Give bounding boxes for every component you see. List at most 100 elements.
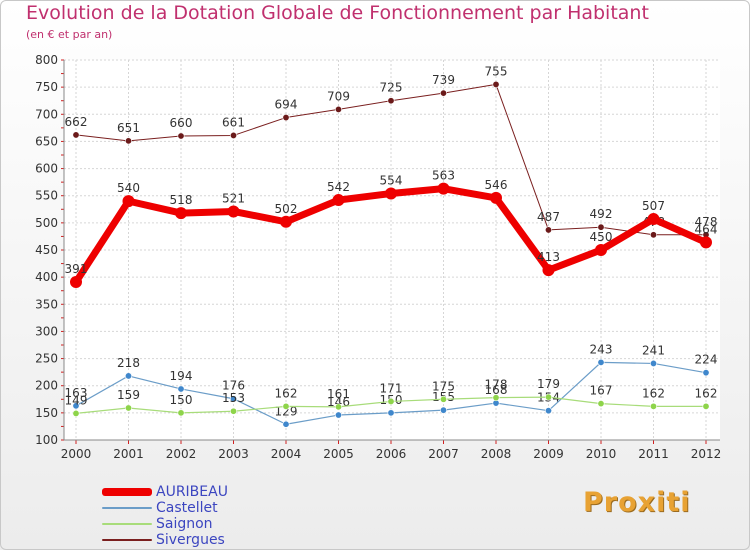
legend-label: Castellet: [156, 500, 218, 516]
data-label-auribeau: 546: [485, 178, 508, 192]
data-label-auribeau: 507: [642, 199, 665, 213]
data-point-castellet: [282, 420, 290, 428]
data-point-saignon: [72, 409, 80, 417]
data-point-auribeau: [490, 191, 502, 204]
data-point-saignon: [125, 404, 133, 412]
y-tick-label: 150: [35, 406, 58, 420]
x-tick-label: 2005: [323, 447, 354, 461]
data-point-castellet: [702, 369, 710, 377]
legend-swatch: [102, 507, 152, 509]
y-tick-label: 400: [35, 270, 58, 284]
legend-label: AURIBEAU: [156, 484, 228, 500]
y-tick-label: 350: [35, 297, 58, 311]
data-point-auribeau: [70, 276, 82, 289]
legend-label: Sivergues: [156, 532, 225, 548]
chart-title: Evolution de la Dotation Globale de Fonc…: [26, 2, 649, 24]
y-tick-label: 100: [35, 433, 58, 447]
data-point-saignon: [387, 397, 395, 405]
data-label-saignon: 179: [537, 377, 560, 391]
data-point-auribeau: [542, 264, 555, 277]
data-point-castellet: [230, 395, 238, 403]
data-point-saignon: [544, 393, 552, 401]
data-label-saignon: 153: [222, 391, 245, 405]
data-label-auribeau: 521: [222, 191, 245, 205]
data-label-sivergues: 662: [65, 115, 88, 129]
data-point-sivergues: [334, 105, 342, 113]
data-label-saignon: 178: [485, 378, 508, 392]
y-tick-label: 750: [35, 80, 58, 94]
data-label-castellet: 224: [695, 353, 718, 367]
data-label-auribeau: 518: [170, 193, 193, 207]
data-point-auribeau: [385, 187, 397, 200]
data-label-saignon: 162: [275, 386, 298, 400]
data-label-sivergues: 478: [695, 215, 718, 229]
data-point-castellet: [125, 372, 133, 380]
data-point-auribeau: [227, 205, 240, 218]
data-point-sivergues: [544, 226, 552, 234]
data-point-auribeau: [122, 195, 135, 208]
data-label-sivergues: 739: [432, 73, 455, 87]
data-point-castellet: [649, 359, 657, 367]
data-point-castellet: [439, 406, 447, 414]
data-label-saignon: 162: [695, 386, 718, 400]
data-label-saignon: 175: [432, 379, 455, 393]
x-tick-label: 2006: [376, 447, 407, 461]
data-point-saignon: [597, 400, 605, 408]
data-label-saignon: 159: [117, 388, 140, 402]
data-label-auribeau: 554: [380, 174, 403, 188]
data-label-castellet: 241: [642, 343, 665, 357]
data-point-saignon: [230, 407, 238, 415]
data-label-auribeau: 540: [117, 181, 140, 195]
data-label-sivergues: 709: [327, 89, 350, 103]
data-point-sivergues: [649, 231, 657, 239]
data-point-castellet: [334, 411, 342, 419]
data-point-sivergues: [597, 223, 605, 231]
y-tick-label: 700: [35, 107, 58, 121]
legend-swatch: [102, 539, 152, 541]
legend-swatch: [102, 523, 152, 525]
data-point-saignon: [649, 402, 657, 410]
data-point-auribeau: [437, 182, 450, 195]
data-label-castellet: 129: [275, 404, 298, 418]
data-label-auribeau: 391: [65, 262, 88, 276]
data-label-saignon: 167: [590, 384, 613, 398]
data-label-saignon: 162: [642, 386, 665, 400]
y-tick-label: 450: [35, 243, 58, 257]
data-point-auribeau: [175, 207, 187, 220]
x-tick-label: 2003: [218, 447, 249, 461]
data-point-castellet: [544, 407, 552, 415]
data-label-saignon: 150: [170, 393, 193, 407]
data-label-castellet: 243: [590, 342, 613, 356]
data-label-sivergues: 492: [590, 207, 613, 221]
data-point-saignon: [492, 394, 500, 402]
y-tick-label: 200: [35, 379, 58, 393]
data-point-sivergues: [387, 97, 395, 105]
data-label-saignon: 161: [327, 387, 350, 401]
x-tick-label: 2001: [113, 447, 144, 461]
data-label-sivergues: 661: [222, 115, 245, 129]
data-label-sivergues: 660: [170, 116, 193, 130]
legend-item-auribeau: AURIBEAU: [102, 484, 228, 500]
data-label-sivergues: 755: [485, 64, 508, 78]
data-point-sivergues: [72, 131, 80, 139]
x-tick-label: 2008: [481, 447, 512, 461]
chart-subtitle: (en € et par an): [26, 28, 113, 41]
data-point-sivergues: [230, 131, 238, 139]
data-label-sivergues: 487: [537, 210, 560, 224]
data-label-castellet: 168: [485, 383, 508, 397]
data-label-auribeau: 413: [537, 250, 560, 264]
data-point-sivergues: [177, 132, 185, 140]
data-label-castellet: 163: [65, 386, 88, 400]
data-point-saignon: [439, 395, 447, 403]
y-tick-label: 500: [35, 216, 58, 230]
legend-label: Saignon: [156, 516, 213, 532]
data-point-auribeau: [647, 213, 660, 226]
data-label-castellet: 194: [170, 369, 193, 383]
data-label-castellet: 218: [117, 356, 140, 370]
x-tick-label: 2011: [638, 447, 669, 461]
data-point-sivergues: [492, 80, 500, 88]
data-point-sivergues: [439, 89, 447, 97]
data-point-saignon: [702, 402, 710, 410]
legend-swatch: [102, 488, 152, 496]
